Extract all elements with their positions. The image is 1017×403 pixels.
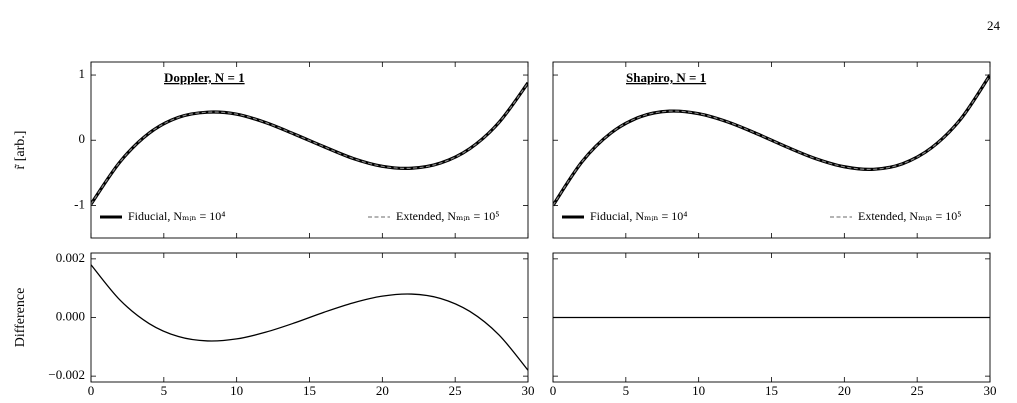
y-tick-label: −0.002 — [48, 367, 85, 382]
legend-label: Extended, Nₘᵢₙ = 10⁵ — [858, 209, 961, 223]
panel-annotation: Doppler, N = 1 — [164, 70, 245, 85]
axes-frame — [552, 252, 991, 383]
plot-area — [91, 264, 528, 371]
y-tick-label: 0.002 — [56, 250, 85, 265]
legend-label: Fiducial, Nₘᵢₙ = 10⁴ — [128, 209, 225, 223]
x-tick-label: 15 — [303, 383, 316, 398]
y-tick-label: 1 — [79, 66, 86, 81]
plot-area — [553, 74, 990, 207]
axes-frame — [552, 61, 991, 239]
x-tick-label: 5 — [623, 383, 630, 398]
x-tick-label: 10 — [230, 383, 243, 398]
x-tick-label: 25 — [911, 383, 924, 398]
x-tick-label: 5 — [161, 383, 168, 398]
axes-frame — [90, 61, 529, 239]
x-tick-label: 10 — [692, 383, 705, 398]
x-tick-label: 15 — [765, 383, 778, 398]
y-tick-label: -1 — [74, 196, 85, 211]
y-axis-label: Difference — [13, 288, 28, 348]
series-line — [91, 264, 528, 371]
panel-annotation: Shapiro, N = 1 — [626, 70, 706, 85]
axes-frame — [90, 252, 529, 383]
series-line — [91, 81, 528, 206]
y-tick-label: 0 — [79, 131, 86, 146]
y-tick-label: 0.000 — [56, 308, 85, 323]
series-line — [553, 74, 990, 206]
legend-label: Fiducial, Nₘᵢₙ = 10⁴ — [590, 209, 687, 223]
y-axis-label: r̃ [arb.] — [13, 131, 28, 170]
series-line — [91, 82, 528, 205]
plot-area — [91, 81, 528, 206]
x-tick-label: 0 — [88, 383, 95, 398]
page-number: 24 — [987, 18, 1001, 33]
x-tick-label: 30 — [984, 383, 997, 398]
x-tick-label: 30 — [522, 383, 535, 398]
x-tick-label: 0 — [550, 383, 557, 398]
x-tick-label: 20 — [838, 383, 851, 398]
legend-label: Extended, Nₘᵢₙ = 10⁵ — [396, 209, 499, 223]
x-tick-label: 25 — [449, 383, 462, 398]
x-tick-label: 20 — [376, 383, 389, 398]
